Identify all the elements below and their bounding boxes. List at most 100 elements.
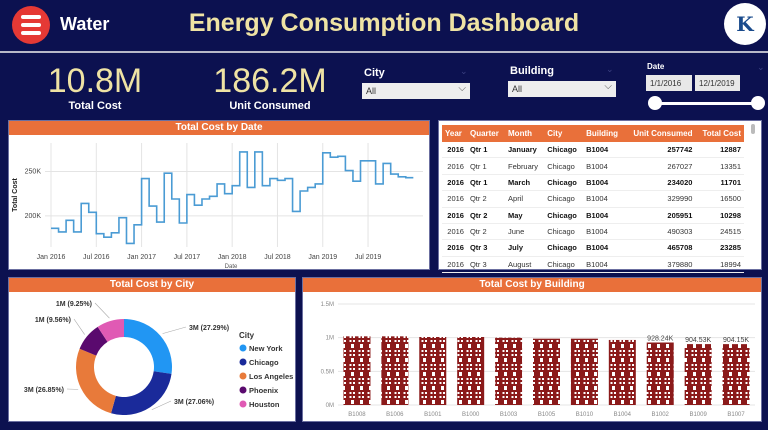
y-tick-label: 0M [326,403,334,409]
bar-B1009 [684,344,712,405]
table-cell: 257742 [624,142,696,159]
table-cell: Qtr 1 [466,174,506,192]
x-tick-label: B1000 [462,412,480,418]
legend-item: Chicago [249,358,279,367]
bar-B1002 [646,342,674,405]
chart-title: Total Cost by City [9,278,295,292]
start-date-input[interactable]: 1/1/2016 [646,75,692,91]
donut-slice-chicago [111,371,172,415]
chevron-down-icon: ⌄ [460,66,468,76]
column-header[interactable]: Month [505,125,545,142]
bar-B1004 [608,339,636,405]
table-scrollbar[interactable] [751,124,755,134]
table-cell: Chicago [544,207,584,224]
table-cell: 329990 [624,190,696,208]
end-date-input[interactable]: 12/1/2019 [695,75,740,91]
menu-button[interactable] [12,6,50,44]
table-cell: Qtr 2 [466,190,506,208]
table-cell: B1004 [583,157,625,175]
date-slider-start-handle[interactable] [648,96,662,110]
column-header[interactable]: Total Cost [695,125,744,142]
table-cell: Qtr 1 [466,157,506,175]
table-cell: August [505,256,545,274]
details-table-panel: Year Quarter Month City Building Unit Consume… [438,120,762,290]
table-cell: April [505,190,545,208]
column-header[interactable]: Quarter [466,125,506,142]
bar-B1008 [343,336,371,405]
data-label: 3M (26.85%) [24,387,64,394]
chevron-down-icon: ⌵ [458,83,466,94]
data-label: 928.24K [647,335,673,342]
logo-icon: K [736,12,754,36]
details-table: Year Quarter Month City Building Unit Consume… [442,125,744,290]
kpi-unit-value: 186.2M [213,62,327,100]
x-tick-label: Jul 2016 [83,254,110,261]
table-cell: 234020 [624,174,696,192]
table-row[interactable]: 2016 Qtr 1 February Chicago B1004 267027 13351 [442,157,744,175]
column-header[interactable]: City [544,125,584,142]
kpi-unit-label: Unit Consumed [229,100,311,112]
date-slider-end-handle[interactable] [751,96,765,110]
x-tick-label: B1010 [576,412,594,418]
table-cell: March [505,174,545,192]
city-filter-label: City [364,67,385,79]
table-row[interactable]: 2016 Qtr 1 January Chicago B1004 257742 12887 [442,142,744,159]
x-tick-label: B1009 [689,412,707,418]
legend-title: City [239,331,255,340]
date-slider-track[interactable] [655,102,759,105]
table-row[interactable]: 2016 Qtr 3 August Chicago B1004 379880 18994 [442,256,744,274]
building-dropdown-value: All [512,84,523,94]
x-tick-label: B1005 [538,412,556,418]
divider [0,51,768,53]
bar-B1007 [722,344,750,405]
data-label: 3M (27.06%) [174,399,214,406]
table-cell: 2016 [442,190,467,208]
total-cost-by-city-panel: Total Cost by City 3M (27.29%) 3M (27.06%… [8,277,296,422]
x-tick-label: Jan 2016 [37,254,66,261]
table-cell: 2016 [442,256,467,274]
table-cell: May [505,207,545,224]
table-cell: Chicago [544,190,584,208]
chart-title: Total Cost by Date [9,121,429,135]
table-cell: Chicago [544,239,584,257]
table-cell: July [505,239,545,257]
column-header[interactable]: Unit Consumed [624,125,696,142]
line-chart: Jan 2016 Jul 2016 Jan 2017 Jul 2017 Jan 2018… [12,143,423,270]
table-cell: B1004 [583,207,625,224]
table-cell: Chicago [544,157,584,175]
table-cell: 2016 [442,157,467,175]
chevron-down-icon: ⌵ [604,81,612,92]
table-cell: 13351 [695,157,744,175]
chart-title: Total Cost by Building [303,278,761,292]
bar-B1010 [570,338,598,405]
table-cell: B1004 [583,142,625,159]
table-cell: Qtr 3 [466,256,506,274]
table-row[interactable]: 2016 Qtr 3 July Chicago B1004 465708 23285 [442,239,744,257]
table-cell: 16500 [695,190,744,208]
leader-line [162,326,187,334]
kpi-total-cost-label: Total Cost [68,100,122,112]
table-cell: Chicago [544,256,584,274]
column-header[interactable]: Year [442,125,467,142]
column-header[interactable]: Building [583,125,625,142]
city-dropdown[interactable]: All ⌵ [362,83,470,99]
bar-B1006 [381,336,409,405]
table-row[interactable]: 2016 Qtr 2 June Chicago B1004 490303 24515 [442,223,744,241]
table-cell: B1004 [583,174,625,192]
building-dropdown[interactable]: All ⌵ [508,81,616,97]
bar-B1003 [495,337,523,405]
building-filter-label: Building [510,65,554,77]
table-cell: B1004 [583,256,625,274]
chevron-down-icon: ⌄ [757,62,765,72]
table-row[interactable]: 2016 Qtr 1 March Chicago B1004 234020 11701 [442,174,744,192]
legend-item: Houston [249,400,280,409]
table-row[interactable]: 2016 Qtr 2 April Chicago B1004 329990 16500 [442,190,744,208]
table-cell: 205951 [624,207,696,224]
table-cell: 2016 [442,142,467,159]
table-cell: 12887 [695,142,744,159]
logo: K [724,3,766,45]
table-row[interactable]: 2016 Qtr 2 May Chicago B1004 205951 10298 [442,207,744,224]
x-tick-label: Jan 2017 [127,254,156,261]
table-cell: 2016 [442,174,467,192]
legend-item: Los Angeles [249,372,293,381]
